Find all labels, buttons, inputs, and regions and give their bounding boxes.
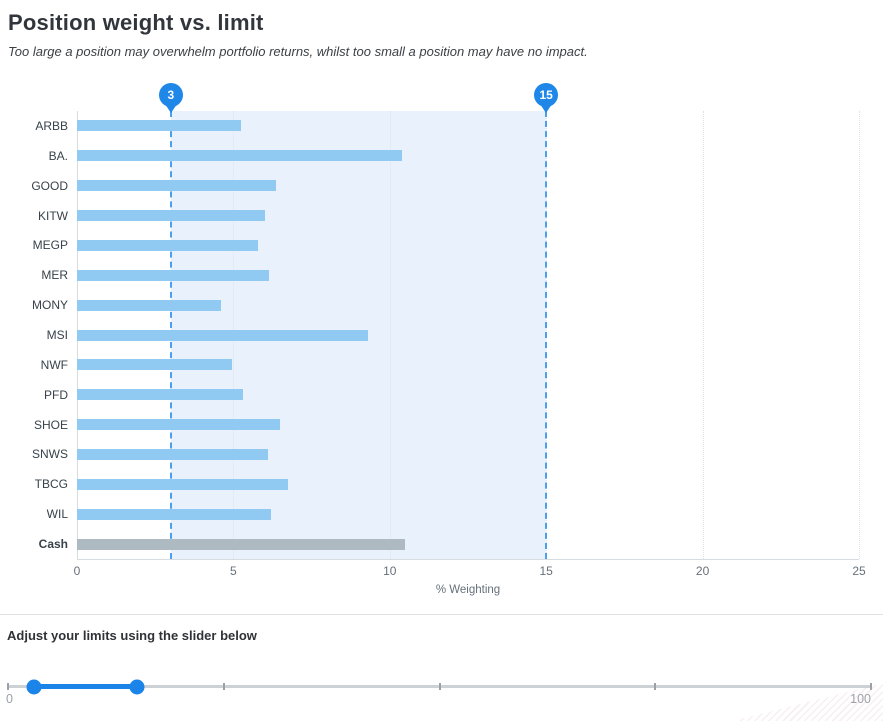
category-label-msi: MSI bbox=[46, 327, 68, 342]
category-label-snws: SNWS bbox=[32, 447, 68, 462]
x-gridline bbox=[859, 111, 860, 559]
bar-good[interactable] bbox=[77, 180, 276, 192]
slider-tick-50 bbox=[438, 683, 441, 690]
upper-limit-line bbox=[545, 111, 548, 559]
x-axis-label: % Weighting bbox=[435, 584, 501, 596]
category-label-cash: Cash bbox=[38, 537, 68, 552]
slider-tick-75 bbox=[654, 683, 657, 690]
limit-pin-value: 15 bbox=[534, 83, 559, 107]
x-tick-label-15: 15 bbox=[539, 564, 553, 578]
category-label-wil: WIL bbox=[46, 507, 68, 522]
x-tick-label-0: 0 bbox=[73, 564, 81, 578]
limit-pin-value: 3 bbox=[158, 83, 183, 107]
bar-snws[interactable] bbox=[77, 448, 268, 460]
x-gridline bbox=[389, 111, 391, 559]
slider-min-label: 0 bbox=[6, 692, 13, 706]
bar-megp[interactable] bbox=[77, 239, 259, 251]
slider-max-label: 100 bbox=[831, 692, 871, 706]
bar-pfd[interactable] bbox=[77, 389, 243, 401]
category-label-shoe: SHOE bbox=[33, 417, 68, 432]
limit-pin-tail bbox=[164, 104, 177, 113]
page-title: Position weight vs. limit bbox=[8, 10, 264, 35]
upper-limit-pin[interactable]: 15 bbox=[533, 83, 559, 113]
slider-handle-lower[interactable] bbox=[26, 679, 42, 695]
bar-nwf[interactable] bbox=[77, 359, 232, 371]
bar-kitw[interactable] bbox=[77, 210, 265, 222]
category-label-mony: MONY bbox=[32, 298, 68, 313]
category-label-nwf: NWF bbox=[40, 357, 68, 372]
bar-tbcg[interactable] bbox=[77, 478, 289, 490]
bar-arbb[interactable] bbox=[77, 120, 242, 132]
slider-tick-100 bbox=[870, 683, 872, 690]
x-axis-line bbox=[77, 559, 859, 560]
x-gridline bbox=[702, 111, 704, 559]
bar-cash[interactable] bbox=[77, 538, 406, 550]
category-label-arbb: ARBB bbox=[35, 118, 68, 133]
slider-tick-25 bbox=[222, 683, 225, 690]
x-tick-label-5: 5 bbox=[230, 564, 237, 578]
slider-instruction-label: Adjust your limits using the slider belo… bbox=[7, 628, 257, 643]
category-label-ba: BA. bbox=[48, 148, 68, 163]
bar-mer[interactable] bbox=[77, 269, 270, 281]
corner-texture bbox=[733, 683, 883, 721]
x-tick-label-20: 20 bbox=[695, 564, 710, 578]
slider-selected-range[interactable] bbox=[33, 684, 138, 689]
category-label-good: GOOD bbox=[31, 178, 68, 193]
x-tick-label-10: 10 bbox=[383, 564, 397, 578]
category-label-mer: MER bbox=[41, 268, 68, 283]
bar-wil[interactable] bbox=[77, 508, 271, 520]
limit-pin-tail bbox=[540, 104, 553, 113]
category-label-kitw: KITW bbox=[38, 208, 68, 223]
category-label-tbcg: TBCG bbox=[34, 477, 68, 492]
slider-tick-0 bbox=[7, 683, 9, 690]
bar-mony[interactable] bbox=[77, 299, 221, 311]
bar-ba[interactable] bbox=[77, 150, 403, 162]
section-divider bbox=[0, 614, 883, 615]
bar-msi[interactable] bbox=[77, 329, 368, 341]
category-label-pfd: PFD bbox=[44, 387, 68, 402]
slider-handle-upper[interactable] bbox=[129, 679, 145, 695]
lower-limit-pin[interactable]: 3 bbox=[158, 83, 184, 113]
x-tick-label-25: 25 bbox=[852, 564, 866, 578]
bar-shoe[interactable] bbox=[77, 419, 281, 431]
category-label-megp: MEGP bbox=[32, 238, 68, 253]
page-subtitle: Too large a position may overwhelm portf… bbox=[8, 44, 588, 59]
